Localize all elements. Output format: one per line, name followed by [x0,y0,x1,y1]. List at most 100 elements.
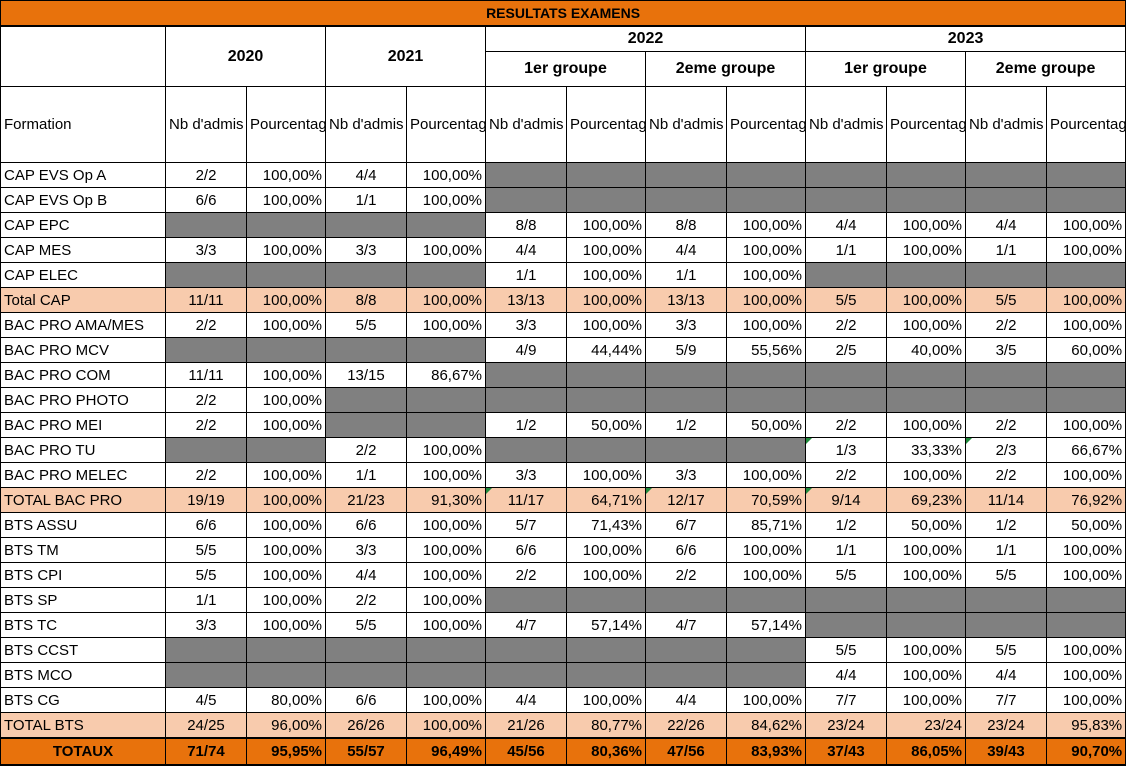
pourcentage-cell[interactable]: 44,44% [566,337,646,363]
nb-admis-cell[interactable]: 2/2 [165,462,247,488]
nb-admis-cell[interactable]: 11/17 [485,487,567,513]
empty-cell[interactable] [805,262,887,288]
nb-admis-cell[interactable]: 6/6 [325,512,407,538]
nb-admis-cell[interactable]: 19/19 [165,487,247,513]
empty-cell[interactable] [165,437,247,463]
pourcentage-cell[interactable]: 100,00% [406,562,486,588]
formation-cell[interactable]: BAC PRO TU [0,437,166,463]
nb-admis-cell[interactable]: 2/2 [965,312,1047,338]
empty-cell[interactable] [805,587,887,613]
nb-admis-cell[interactable]: 2/2 [805,312,887,338]
nb-admis-cell[interactable]: 21/26 [485,712,567,739]
sheet-title[interactable]: RESULTATS EXAMENS [0,0,1127,27]
nb-admis-cell[interactable]: 39/43 [965,737,1047,766]
pourcentage-cell[interactable]: 100,00% [726,237,806,263]
empty-cell[interactable] [485,187,567,213]
year-header-2020[interactable]: 2020 [165,25,326,87]
pourcentage-cell[interactable]: 100,00% [886,662,966,688]
empty-cell[interactable] [805,612,887,638]
pourcentage-cell[interactable]: 100,00% [1045,462,1127,488]
pourcentage-cell[interactable]: 100,00% [246,487,326,513]
nb-admis-cell[interactable]: 3/3 [325,537,407,563]
pourcentage-cell[interactable]: 100,00% [246,587,326,613]
nb-admis-cell[interactable]: 24/25 [165,712,247,739]
year-header-2022[interactable]: 2022 [485,25,806,52]
empty-cell[interactable] [165,262,247,288]
formation-cell[interactable]: BAC PRO MELEC [0,462,166,488]
pourcentage-cell[interactable]: 100,00% [1045,212,1127,238]
pourcentage-cell[interactable]: 100,00% [886,637,966,663]
empty-cell[interactable] [485,637,567,663]
pourcentage-cell[interactable]: 100,00% [1045,637,1127,663]
pourcentage-cell[interactable]: 71,43% [566,512,646,538]
nb-admis-cell[interactable]: 13/15 [325,362,407,388]
empty-cell[interactable] [246,437,326,463]
pourcentage-cell[interactable]: 85,71% [726,512,806,538]
group-header-2022-1[interactable]: 1er groupe [485,51,646,87]
pourcentage-cell[interactable]: 69,23% [886,487,966,513]
empty-cell[interactable] [726,662,806,688]
empty-cell[interactable] [645,437,727,463]
empty-cell[interactable] [566,162,646,188]
empty-cell[interactable] [325,662,407,688]
nb-admis-cell[interactable]: 12/17 [645,487,727,513]
pourcentage-cell[interactable]: 100,00% [406,687,486,713]
pourcentage-cell[interactable]: 100,00% [886,412,966,438]
empty-cell[interactable] [886,162,966,188]
nb-admis-header[interactable]: Nb d'admis [645,86,727,163]
nb-admis-cell[interactable]: 4/7 [485,612,567,638]
empty-cell[interactable] [165,337,247,363]
empty-cell[interactable] [406,662,486,688]
pourcentage-cell[interactable]: 100,00% [246,612,326,638]
empty-cell[interactable] [246,262,326,288]
pourcentage-cell[interactable]: 100,00% [886,537,966,563]
pourcentage-cell[interactable]: 91,30% [406,487,486,513]
empty-cell[interactable] [1045,187,1127,213]
empty-cell[interactable] [566,637,646,663]
formation-cell[interactable]: BTS CPI [0,562,166,588]
empty-cell[interactable] [406,412,486,438]
empty-cell[interactable] [805,162,887,188]
nb-admis-cell[interactable]: 2/2 [485,562,567,588]
pourcentage-cell[interactable]: 40,00% [886,337,966,363]
nb-admis-cell[interactable]: 2/2 [805,412,887,438]
nb-admis-cell[interactable]: 11/11 [165,287,247,313]
nb-admis-cell[interactable]: 2/2 [325,587,407,613]
nb-admis-cell[interactable]: 5/5 [165,537,247,563]
pourcentage-cell[interactable]: 100,00% [406,587,486,613]
empty-cell[interactable] [1045,162,1127,188]
pourcentage-cell[interactable]: 84,62% [726,712,806,739]
nb-admis-cell[interactable]: 21/23 [325,487,407,513]
empty-cell[interactable] [566,437,646,463]
pourcentage-cell[interactable]: 100,00% [246,462,326,488]
pourcentage-cell[interactable]: 60,00% [1045,337,1127,363]
empty-cell[interactable] [805,387,887,413]
year-header-2023[interactable]: 2023 [804,25,1127,52]
empty-cell[interactable] [726,187,806,213]
nb-admis-cell[interactable]: 2/2 [165,387,247,413]
formation-cell[interactable]: TOTAUX [0,737,166,766]
pourcentage-cell[interactable]: 100,00% [886,212,966,238]
pourcentage-cell[interactable]: 83,93% [726,737,806,766]
pourcentage-cell[interactable]: 100,00% [886,312,966,338]
formation-cell[interactable]: BAC PRO PHOTO [0,387,166,413]
pourcentage-header[interactable]: Pourcentage de reussite [886,86,966,163]
pourcentage-cell[interactable]: 100,00% [406,462,486,488]
nb-admis-cell[interactable]: 37/43 [805,737,887,766]
nb-admis-cell[interactable]: 5/5 [325,312,407,338]
empty-cell[interactable] [645,387,727,413]
nb-admis-cell[interactable]: 1/1 [805,237,887,263]
empty-cell[interactable] [566,187,646,213]
nb-admis-cell[interactable]: 1/2 [485,412,567,438]
empty-cell[interactable] [325,412,407,438]
formation-cell[interactable]: CAP ELEC [0,262,166,288]
pourcentage-cell[interactable]: 70,59% [726,487,806,513]
empty-cell[interactable] [886,612,966,638]
pourcentage-cell[interactable]: 100,00% [246,237,326,263]
empty-cell[interactable] [406,387,486,413]
pourcentage-cell[interactable]: 100,00% [246,362,326,388]
empty-cell[interactable] [325,212,407,238]
pourcentage-cell[interactable]: 100,00% [726,687,806,713]
nb-admis-cell[interactable]: 4/4 [805,662,887,688]
empty-cell[interactable] [1045,362,1127,388]
